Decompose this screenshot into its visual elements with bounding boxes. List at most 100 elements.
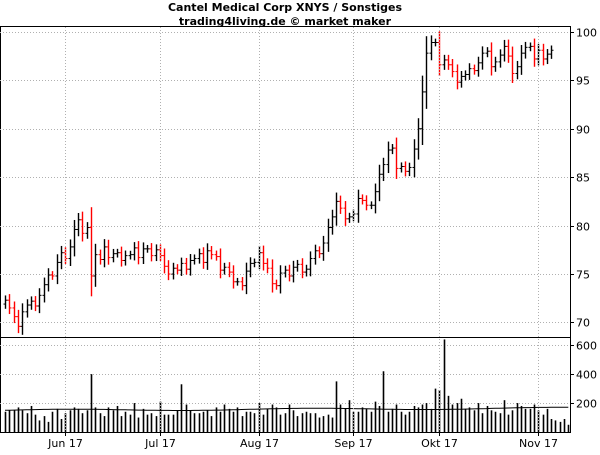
ohlc-bar bbox=[50, 271, 55, 280]
ohlc-bar bbox=[493, 56, 498, 72]
ohlc-bar bbox=[429, 35, 434, 61]
ohlc-bar bbox=[360, 194, 365, 205]
ohlc-bar bbox=[205, 243, 210, 270]
volume-tick-label: 400 bbox=[576, 369, 597, 382]
ohlc-bars bbox=[3, 31, 554, 335]
ohlc-bar bbox=[295, 259, 300, 272]
volume-tick-label: 600 bbox=[576, 340, 597, 353]
ohlc-bar bbox=[506, 39, 511, 63]
ohlc-bar bbox=[72, 219, 77, 257]
ohlc-bar bbox=[59, 245, 64, 270]
ohlc-bar bbox=[321, 235, 326, 261]
ohlc-bar bbox=[334, 192, 339, 226]
ohlc-bar bbox=[93, 243, 98, 287]
ohlc-bar bbox=[291, 260, 296, 283]
ohlc-bar bbox=[184, 257, 189, 275]
ohlc-bar bbox=[111, 248, 116, 263]
ohlc-bar bbox=[498, 49, 503, 68]
ohlc-bar bbox=[214, 250, 219, 261]
ohlc-bar bbox=[446, 54, 451, 70]
x-tick-label: Okt 17 bbox=[421, 437, 458, 450]
ohlc-bar bbox=[154, 244, 159, 262]
ohlc-bar bbox=[201, 247, 206, 269]
ohlc-bar bbox=[102, 239, 107, 268]
ohlc-bar bbox=[442, 54, 447, 70]
ohlc-bar bbox=[265, 258, 270, 274]
x-tick-label: Aug 17 bbox=[240, 437, 279, 450]
x-tick-label: Jun 17 bbox=[47, 437, 83, 450]
ohlc-bar bbox=[386, 141, 391, 174]
ohlc-bar bbox=[98, 249, 103, 265]
ohlc-bar bbox=[231, 265, 236, 289]
ohlc-bar bbox=[37, 288, 42, 314]
price-tick-label: 70 bbox=[576, 317, 590, 330]
price-panel-frame bbox=[0, 26, 571, 338]
ohlc-bar bbox=[287, 264, 292, 282]
ohlc-bar bbox=[136, 241, 141, 265]
ohlc-bar bbox=[407, 162, 412, 177]
ohlc-bar bbox=[369, 201, 374, 210]
ohlc-bar bbox=[463, 70, 468, 81]
ohlc-bar bbox=[227, 262, 232, 278]
ohlc-bar bbox=[377, 164, 382, 202]
ohlc-bar bbox=[33, 296, 38, 312]
ohlc-bar bbox=[390, 144, 395, 155]
ohlc-bar bbox=[123, 250, 128, 266]
ohlc-bar bbox=[455, 64, 460, 90]
ohlc-bar bbox=[532, 38, 537, 67]
price-tick-label: 75 bbox=[576, 269, 590, 282]
ohlc-bar bbox=[80, 211, 85, 242]
ohlc-bar bbox=[171, 262, 176, 280]
price-tick-label: 80 bbox=[576, 221, 590, 234]
ohlc-bar bbox=[424, 36, 429, 109]
ohlc-bar bbox=[476, 56, 481, 77]
price-tick-label: 90 bbox=[576, 124, 590, 137]
ohlc-bar bbox=[248, 257, 253, 278]
x-axis: Jun 17 Jul 17 Aug 17 Sep 17 Okt 17 Nov 17 bbox=[47, 27, 558, 450]
ohlc-bar bbox=[399, 162, 404, 173]
ohlc-bar bbox=[128, 250, 133, 260]
volume-tick-label: 200 bbox=[576, 398, 597, 411]
ohlc-bar bbox=[46, 268, 51, 292]
ohlc-bar bbox=[55, 254, 60, 285]
ohlc-bar bbox=[106, 239, 111, 265]
ohlc-bar bbox=[364, 195, 369, 211]
price-tick-label: 85 bbox=[576, 172, 590, 185]
ohlc-bar bbox=[141, 242, 146, 265]
ohlc-bar bbox=[218, 248, 223, 279]
x-tick-label: Sep 17 bbox=[334, 437, 372, 450]
ohlc-bar bbox=[145, 244, 150, 253]
ohlc-bar bbox=[308, 251, 313, 277]
ohlc-bar bbox=[261, 245, 266, 271]
price-grid: 70 75 80 85 90 95 100 bbox=[0, 27, 597, 330]
ohlc-bar bbox=[283, 265, 288, 278]
ohlc-bar bbox=[162, 248, 167, 274]
ohlc-bar bbox=[317, 246, 322, 259]
ohlc-bar bbox=[29, 296, 34, 310]
x-tick-label: Jul 17 bbox=[144, 437, 176, 450]
ohlc-bar bbox=[115, 248, 120, 258]
ohlc-bar bbox=[89, 207, 94, 297]
ohlc-bar bbox=[459, 70, 464, 88]
ohlc-bar bbox=[149, 243, 154, 262]
ohlc-bar bbox=[510, 46, 515, 83]
ohlc-bar bbox=[278, 265, 283, 294]
ohlc-bar bbox=[523, 41, 528, 59]
ohlc-bar bbox=[16, 309, 21, 334]
ohlc-bar bbox=[343, 201, 348, 226]
ohlc-bar bbox=[519, 45, 524, 75]
ohlc-bar bbox=[42, 277, 47, 303]
ohlc-bar bbox=[338, 195, 343, 214]
ohlc-bar bbox=[132, 242, 137, 261]
ohlc-bar bbox=[467, 63, 472, 80]
price-tick-label: 95 bbox=[576, 75, 590, 88]
ohlc-bar bbox=[209, 246, 214, 260]
ohlc-bar bbox=[412, 139, 417, 178]
ohlc-bar bbox=[394, 137, 399, 179]
ohlc-bar bbox=[179, 257, 184, 276]
ohlc-bar bbox=[175, 264, 180, 275]
ohlc-bar bbox=[545, 49, 550, 65]
volume-bars bbox=[4, 339, 570, 432]
ohlc-bar bbox=[68, 239, 73, 266]
